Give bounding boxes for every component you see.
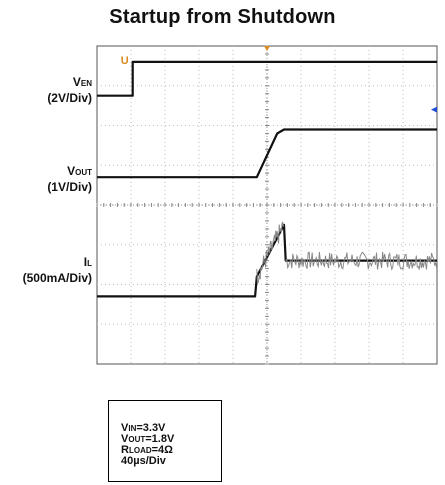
ven-label-main: V [72, 75, 81, 89]
scope-markers: U [121, 46, 437, 113]
il-scale: (500mA/Div) [22, 271, 92, 285]
channel-marker: U [121, 55, 129, 67]
il-ramp-ripple [256, 221, 285, 285]
il-label: IL (500mA/Div) [0, 255, 92, 285]
scope-plot: U [96, 45, 438, 365]
chart-title: Startup from Shutdown [109, 6, 336, 28]
il-label-main: I [83, 255, 88, 269]
ven-label: VEN (2V/Div) [30, 75, 92, 105]
vout-label-main: V [67, 164, 76, 178]
trigger-marker-icon [264, 46, 270, 51]
conditions-box: VIN=3.3V VOUT=1.8V RLOAD=4Ω 40µs/Div [108, 400, 222, 482]
vout-label-sub: OUT [75, 168, 92, 177]
condition-rload: RLOAD=4Ω [121, 444, 173, 456]
ven-label-sub: EN [80, 79, 92, 88]
il-label-sub: L [87, 259, 92, 268]
vout-label: VOUT (1V/Div) [30, 164, 92, 194]
condition-timebase: 40µs/Div [121, 455, 166, 467]
series-trace-1 [97, 128, 437, 179]
trigger-level-icon [431, 106, 437, 113]
il-ripple [285, 251, 438, 271]
scope-traces [97, 60, 438, 298]
ven-scale: (2V/Div) [47, 91, 92, 105]
vout-scale: (1V/Div) [47, 180, 92, 194]
scope-grid [96, 45, 438, 365]
condition-vin: VIN=3.3V [121, 422, 166, 434]
condition-vout: VOUT=1.8V [121, 433, 175, 445]
series-trace-0 [97, 60, 437, 97]
